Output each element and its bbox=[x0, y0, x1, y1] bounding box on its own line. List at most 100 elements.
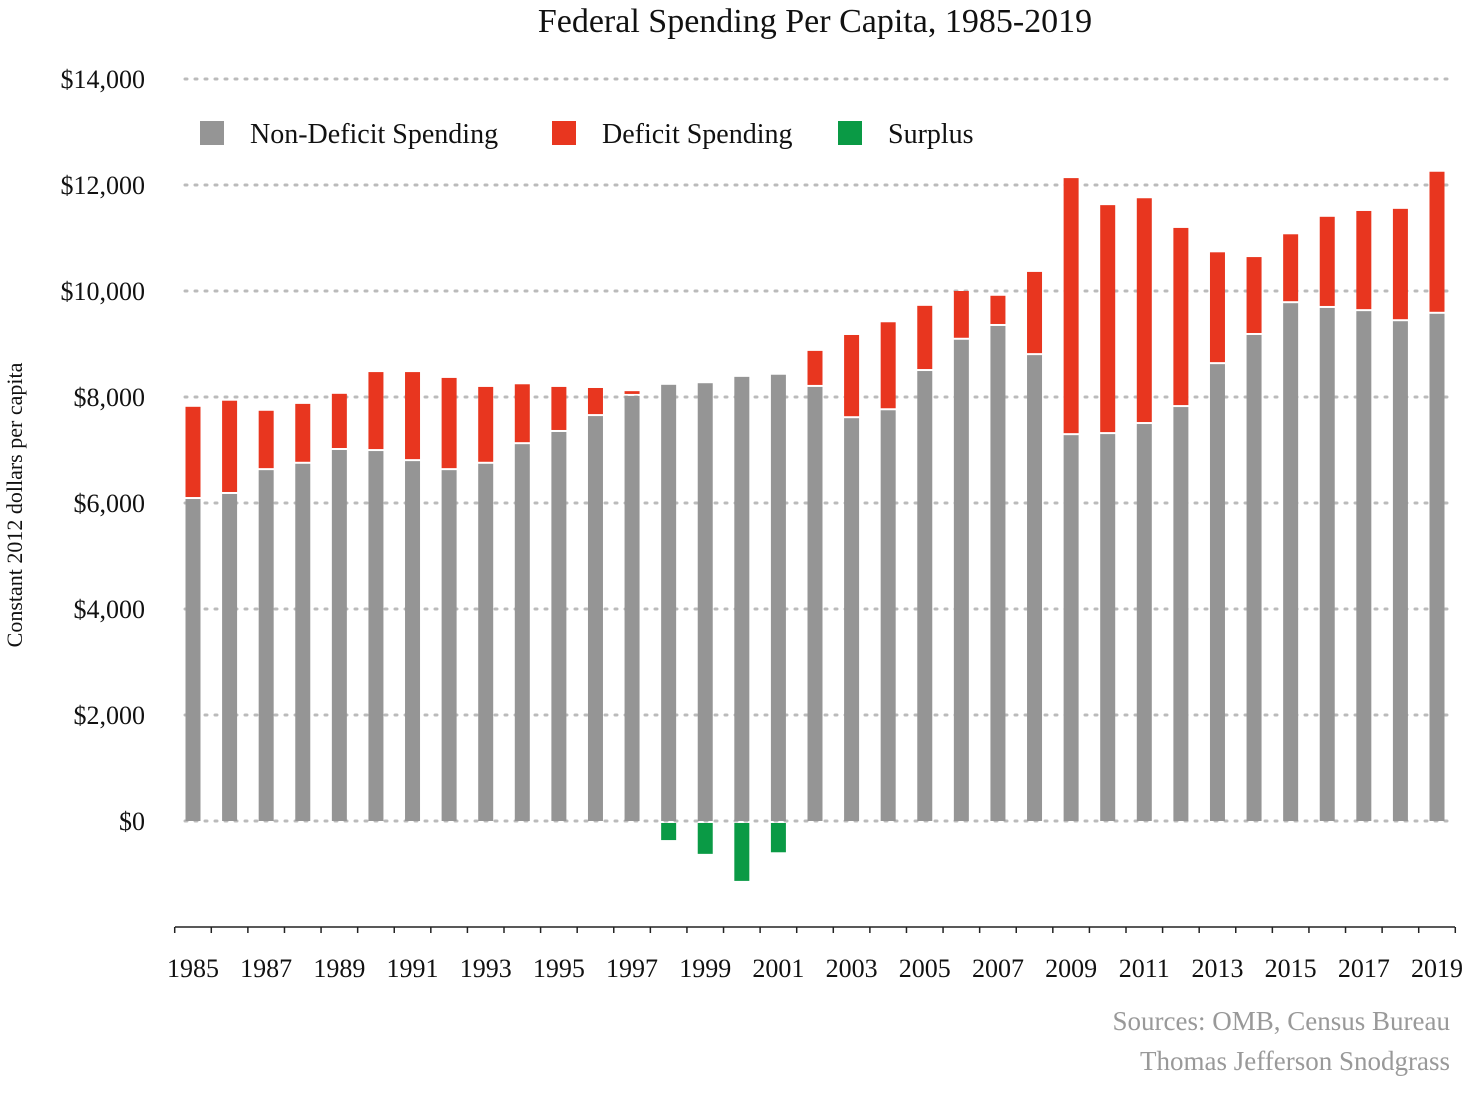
bar-non-deficit-1998 bbox=[661, 384, 677, 821]
bar-non-deficit-2012 bbox=[1173, 407, 1189, 821]
y-tick-label: $0 bbox=[119, 807, 145, 836]
bar-deficit-1995 bbox=[551, 386, 567, 430]
bar-non-deficit-1997 bbox=[624, 395, 640, 821]
y-tick-label: $6,000 bbox=[74, 489, 146, 518]
bar-deficit-1990 bbox=[368, 372, 384, 450]
bar-deficit-1985 bbox=[185, 406, 201, 498]
bar-deficit-2008 bbox=[1027, 271, 1043, 354]
x-tick-label: 2013 bbox=[1191, 954, 1243, 983]
legend-swatch bbox=[838, 121, 862, 145]
bar-non-deficit-2000 bbox=[734, 376, 750, 821]
x-tick-label: 1991 bbox=[387, 954, 439, 983]
bar-deficit-2002 bbox=[807, 350, 823, 385]
bar-deficit-1991 bbox=[405, 372, 421, 460]
bar-non-deficit-2001 bbox=[770, 374, 786, 821]
y-tick-label: $2,000 bbox=[74, 701, 146, 730]
bar-non-deficit-1988 bbox=[295, 463, 311, 821]
sources-note: Sources: OMB, Census Bureau bbox=[1113, 1006, 1451, 1036]
bar-non-deficit-2006 bbox=[953, 339, 969, 821]
bar-deficit-2017 bbox=[1356, 210, 1372, 310]
bar-surplus-1999 bbox=[697, 823, 713, 854]
x-tick-label: 2009 bbox=[1045, 954, 1097, 983]
x-tick-label: 2011 bbox=[1119, 954, 1170, 983]
bar-non-deficit-1999 bbox=[697, 383, 713, 821]
x-axis: 1985 1987 1989 1991 1993 1995 1997 1999 2001 2003… bbox=[167, 926, 1463, 983]
x-tick-label: 1999 bbox=[679, 954, 731, 983]
bar-non-deficit-2019 bbox=[1429, 313, 1445, 821]
x-tick-label: 1997 bbox=[606, 954, 658, 983]
bar-deficit-2007 bbox=[990, 295, 1006, 324]
bar-non-deficit-1989 bbox=[331, 450, 347, 821]
y-tick-label: $10,000 bbox=[61, 277, 146, 306]
bar-deficit-2006 bbox=[953, 291, 969, 338]
bar-deficit-1994 bbox=[514, 384, 530, 443]
y-tick-label: $12,000 bbox=[61, 171, 146, 200]
y-tick-label: $14,000 bbox=[61, 65, 146, 94]
bar-deficit-1992 bbox=[441, 377, 457, 469]
bar-deficit-2003 bbox=[844, 334, 860, 417]
bar-non-deficit-2005 bbox=[917, 371, 933, 821]
bar-surplus-2000 bbox=[734, 823, 750, 881]
x-tick-label: 2017 bbox=[1338, 954, 1390, 983]
y-axis-ticks: $0 $2,000 $4,000 $6,000 $8,000 $10,000 $12,000… bbox=[61, 65, 146, 836]
bar-non-deficit-1991 bbox=[405, 461, 421, 821]
x-tick-label: 1993 bbox=[460, 954, 512, 983]
bar-deficit-2011 bbox=[1136, 198, 1152, 423]
bar-deficit-2004 bbox=[880, 322, 896, 409]
bar-non-deficit-2009 bbox=[1063, 435, 1079, 821]
bar-deficit-1987 bbox=[258, 410, 274, 469]
bar-non-deficit-2010 bbox=[1100, 434, 1116, 821]
bar-non-deficit-1990 bbox=[368, 451, 384, 821]
bar-deficit-2018 bbox=[1392, 208, 1408, 320]
bar-non-deficit-2014 bbox=[1246, 334, 1262, 821]
bar-non-deficit-1995 bbox=[551, 431, 567, 821]
legend-label: Deficit Spending bbox=[602, 119, 793, 150]
bar-non-deficit-2004 bbox=[880, 410, 896, 821]
x-tick-label: 1995 bbox=[533, 954, 585, 983]
bar-non-deficit-2018 bbox=[1392, 321, 1408, 821]
chart-title: Federal Spending Per Capita, 1985-2019 bbox=[538, 3, 1092, 40]
bar-deficit-1996 bbox=[587, 387, 603, 415]
x-tick-label: 1987 bbox=[240, 954, 292, 983]
bar-non-deficit-1992 bbox=[441, 470, 457, 821]
bar-non-deficit-2003 bbox=[844, 418, 860, 821]
bar-deficit-2015 bbox=[1283, 234, 1299, 302]
bar-non-deficit-1993 bbox=[478, 463, 494, 821]
bar-non-deficit-2015 bbox=[1283, 303, 1299, 821]
bar-non-deficit-2017 bbox=[1356, 311, 1372, 821]
y-tick-label: $8,000 bbox=[74, 383, 146, 412]
bar-deficit-2012 bbox=[1173, 227, 1189, 406]
bar-non-deficit-2007 bbox=[990, 325, 1006, 821]
bar-non-deficit-1994 bbox=[514, 444, 530, 821]
bar-deficit-1989 bbox=[331, 393, 347, 448]
x-tick-label: 2007 bbox=[972, 954, 1024, 983]
x-tick-label: 2019 bbox=[1411, 954, 1463, 983]
legend-label: Non-Deficit Spending bbox=[250, 119, 498, 150]
bars bbox=[185, 171, 1445, 881]
bar-deficit-2010 bbox=[1100, 205, 1116, 433]
bar-deficit-2014 bbox=[1246, 257, 1262, 333]
bar-surplus-2001 bbox=[770, 823, 786, 853]
bar-deficit-2016 bbox=[1319, 216, 1335, 306]
x-tick-label: 2001 bbox=[752, 954, 804, 983]
bar-non-deficit-1986 bbox=[222, 493, 238, 821]
legend-swatch bbox=[200, 121, 224, 145]
legend: Non-Deficit Spending Deficit Spending Surp… bbox=[200, 119, 974, 150]
bar-surplus-1998 bbox=[661, 823, 677, 841]
x-tick-label: 2003 bbox=[826, 954, 878, 983]
bar-deficit-2009 bbox=[1063, 178, 1079, 434]
bar-deficit-1993 bbox=[478, 386, 494, 462]
bar-non-deficit-1996 bbox=[587, 416, 603, 821]
bar-non-deficit-1987 bbox=[258, 470, 274, 821]
y-axis-label: Constant 2012 dollars per capita bbox=[2, 362, 27, 647]
x-tick-label: 2015 bbox=[1265, 954, 1317, 983]
bar-non-deficit-2002 bbox=[807, 386, 823, 821]
legend-label: Surplus bbox=[888, 119, 974, 150]
bar-deficit-1986 bbox=[222, 400, 238, 492]
bar-deficit-1988 bbox=[295, 403, 311, 462]
bar-deficit-1997 bbox=[624, 391, 640, 394]
bar-deficit-2019 bbox=[1429, 171, 1445, 312]
legend-swatch bbox=[552, 121, 576, 145]
x-tick-label: 2005 bbox=[899, 954, 951, 983]
